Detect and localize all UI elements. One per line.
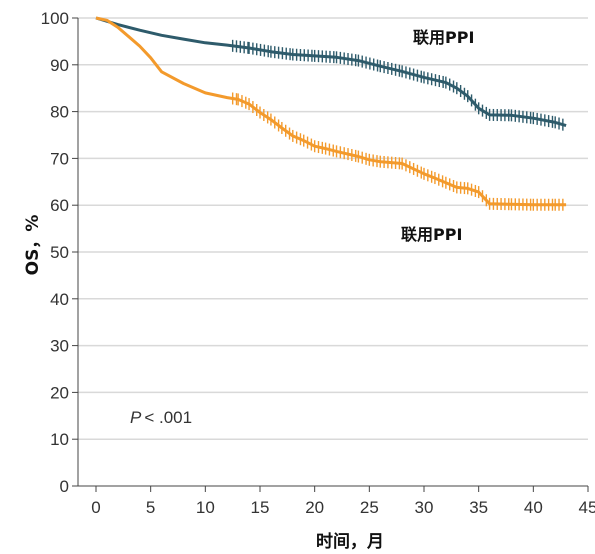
y-tick-label: 80 (50, 103, 69, 122)
x-tick-label: 45 (579, 498, 595, 517)
x-ticks: 0 5 10 15 20 25 30 35 40 45 (91, 486, 595, 517)
y-tick-label: 40 (50, 290, 69, 309)
y-axis-title: OS，% (23, 215, 43, 276)
series-line-1 (95, 16, 567, 128)
y-tick-label: 100 (41, 9, 69, 28)
x-tick-label: 25 (360, 498, 379, 517)
x-tick-label: 10 (196, 498, 215, 517)
series-label-2: 联用PPI (401, 225, 462, 244)
p-value: < .001 (144, 408, 192, 427)
gridlines (78, 17, 588, 440)
x-tick-label: 35 (469, 498, 488, 517)
y-tick-label: 30 (50, 337, 69, 356)
y-ticks: 0 10 20 30 40 50 60 70 80 90 100 (41, 9, 78, 496)
p-label: P (130, 408, 142, 427)
censor-marks-2 (231, 92, 564, 211)
x-tick-label: 20 (305, 498, 324, 517)
x-axis-title: 时间，月 (316, 531, 384, 552)
x-tick-label: 30 (415, 498, 434, 517)
censor-marks-1 (231, 39, 564, 131)
x-tick-label: 15 (251, 498, 270, 517)
y-tick-label: 50 (50, 243, 69, 262)
y-tick-label: 90 (50, 56, 69, 75)
y-tick-label: 60 (50, 196, 69, 215)
series-lines (95, 16, 567, 211)
y-tick-label: 70 (50, 149, 69, 168)
series-label-1: 联用PPI (413, 28, 474, 47)
p-value-annotation: P < .001 (130, 408, 192, 427)
x-tick-label: 5 (146, 498, 155, 517)
x-tick-label: 0 (91, 498, 100, 517)
y-tick-label: 0 (60, 477, 69, 496)
x-tick-label: 40 (524, 498, 543, 517)
y-tick-label: 20 (50, 383, 69, 402)
y-tick-label: 10 (50, 430, 69, 449)
